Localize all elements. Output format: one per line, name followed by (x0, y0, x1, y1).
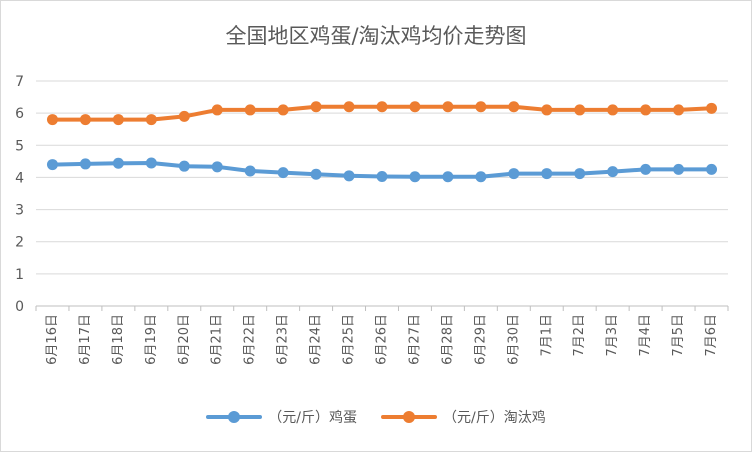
data-point-1 (475, 101, 487, 113)
y-axis: 0 1 2 3 4 5 6 7 (15, 74, 24, 315)
data-point-0 (244, 165, 256, 177)
x-tick-label: 7月4日 (638, 314, 653, 357)
x-tick-label: 7月2日 (572, 314, 587, 357)
series-lines (46, 101, 718, 183)
data-point-1 (541, 104, 553, 116)
data-point-1 (442, 101, 454, 113)
x-tick-label: 6月18日 (111, 314, 126, 365)
data-point-0 (607, 166, 619, 178)
data-point-1 (310, 101, 322, 113)
data-point-0 (211, 161, 223, 173)
data-point-1 (79, 114, 91, 126)
y-tick-label: 3 (15, 203, 24, 219)
data-point-0 (640, 163, 652, 175)
data-point-1 (706, 102, 718, 114)
data-point-0 (442, 171, 454, 183)
x-tick-label: 6月20日 (177, 314, 192, 365)
data-point-0 (343, 170, 355, 182)
data-point-1 (211, 104, 223, 116)
x-tick-label: 6月16日 (45, 314, 60, 365)
data-point-1 (607, 104, 619, 116)
x-tick-label: 6月26日 (375, 314, 390, 365)
data-point-0 (475, 171, 487, 183)
data-point-0 (46, 159, 58, 171)
data-point-1 (244, 104, 256, 116)
data-point-0 (178, 160, 190, 172)
y-tick-label: 1 (15, 267, 24, 283)
x-tick-label: 6月23日 (276, 314, 291, 365)
data-point-0 (277, 167, 289, 179)
data-point-1 (640, 104, 652, 116)
legend-item-eggs: （元/斤）鸡蛋 (206, 407, 357, 427)
data-point-1 (112, 114, 124, 126)
x-tick-label: 7月3日 (605, 314, 620, 357)
legend-label-culled-hens: （元/斤）淘汰鸡 (443, 410, 546, 426)
data-point-0 (310, 168, 322, 180)
data-point-1 (145, 114, 157, 126)
x-tick-label: 7月1日 (539, 314, 554, 357)
data-point-0 (112, 157, 124, 169)
x-tick-label: 6月30日 (506, 314, 521, 365)
y-tick-label: 0 (15, 299, 24, 315)
legend-item-culled-hens: （元/斤）淘汰鸡 (381, 407, 546, 427)
x-tick-label: 6月22日 (243, 314, 258, 365)
y-tick-label: 4 (15, 170, 24, 186)
x-tick-label: 6月28日 (440, 314, 455, 365)
y-tick-label: 6 (15, 106, 24, 122)
data-point-1 (508, 101, 520, 113)
legend: （元/斤）鸡蛋 （元/斤）淘汰鸡 (0, 407, 752, 427)
data-point-1 (46, 114, 58, 126)
y-tick-label: 2 (15, 235, 24, 251)
data-point-0 (79, 158, 91, 170)
y-tick-label: 7 (15, 74, 24, 90)
data-point-1 (673, 104, 685, 116)
data-point-1 (574, 104, 586, 116)
legend-label-eggs: （元/斤）鸡蛋 (268, 410, 357, 426)
x-tick-label: 7月6日 (704, 314, 719, 357)
data-point-0 (673, 163, 685, 175)
data-point-0 (574, 168, 586, 180)
x-tick-label: 6月25日 (342, 314, 357, 365)
legend-swatch-culled-hens (381, 410, 437, 424)
legend-swatch-eggs (206, 410, 263, 424)
x-tick-label: 7月5日 (671, 314, 686, 357)
x-tick-label: 6月29日 (473, 314, 488, 365)
data-point-1 (343, 101, 355, 113)
data-point-0 (541, 168, 553, 180)
data-point-0 (508, 168, 520, 180)
data-point-0 (145, 157, 157, 169)
data-point-1 (277, 104, 289, 116)
x-tick-label: 6月27日 (407, 314, 422, 365)
x-tick-label: 6月24日 (309, 314, 324, 365)
data-point-1 (409, 101, 421, 113)
data-point-0 (706, 163, 718, 175)
x-tick-label: 6月19日 (144, 314, 159, 365)
x-axis: 6月16日 6月17日 6月18日 6月19日 6月20日 6月21日 6月22日 6月23日… (35, 305, 729, 365)
data-point-0 (376, 170, 388, 182)
data-point-1 (178, 110, 190, 122)
x-tick-label: 6月17日 (78, 314, 93, 365)
data-point-0 (409, 171, 421, 183)
data-point-1 (376, 101, 388, 113)
chart-title: 全国地区鸡蛋/淘汰鸡均价走势图 (225, 24, 527, 48)
y-tick-label: 5 (15, 138, 24, 154)
x-tick-label: 6月21日 (210, 314, 225, 365)
